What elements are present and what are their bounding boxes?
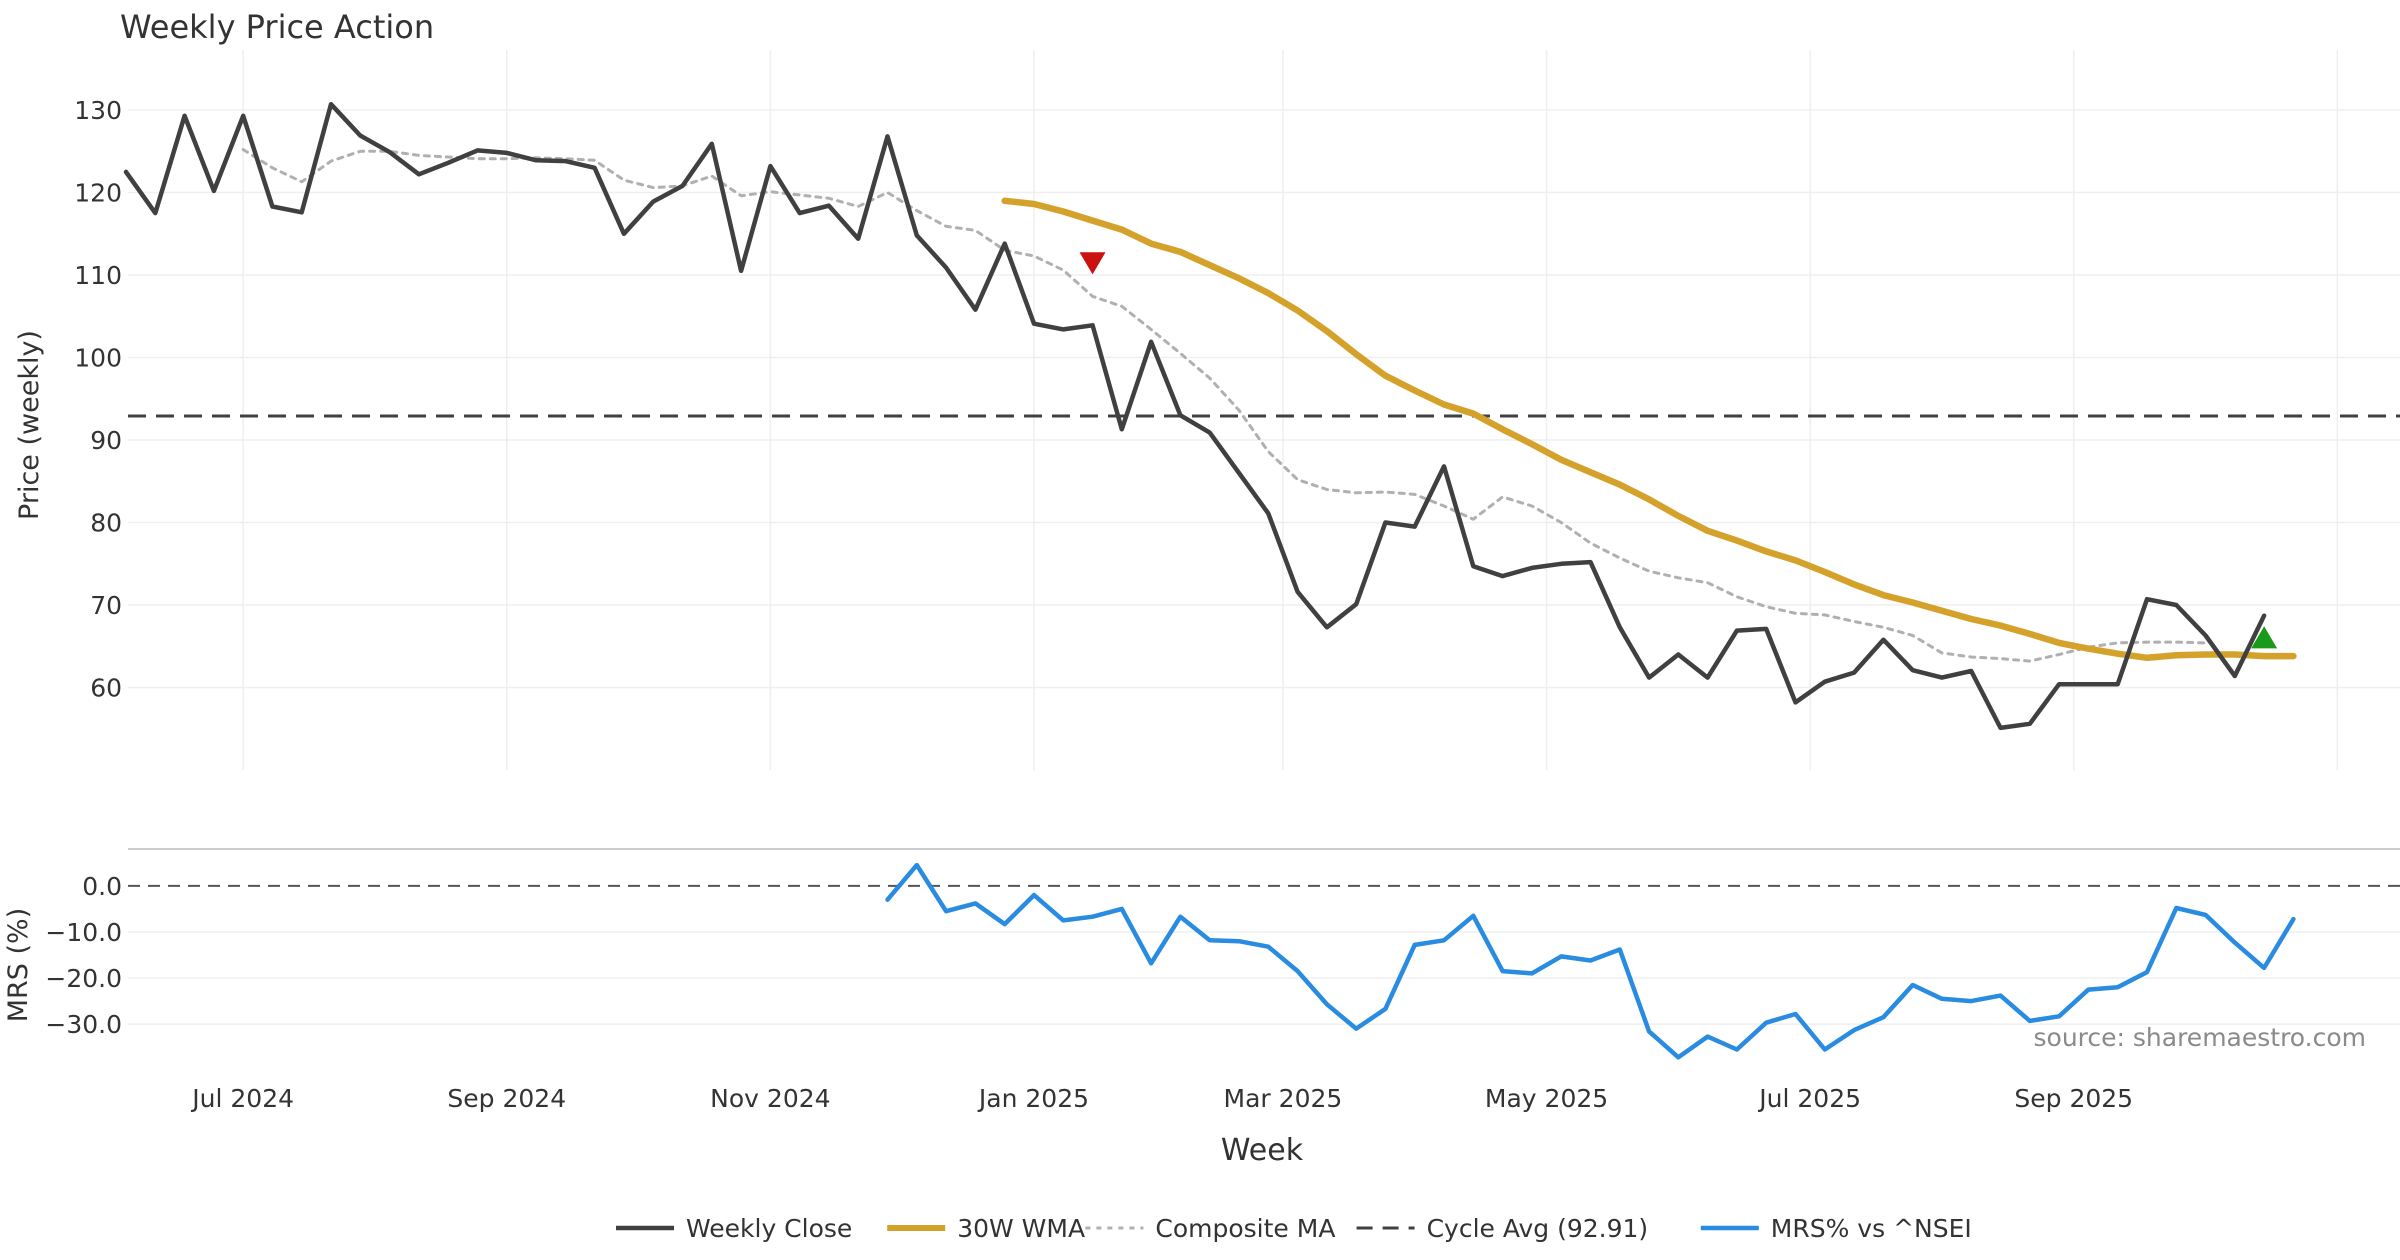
weekly-close-line (123, 101, 2267, 731)
price-y-tick-label: 110 (74, 261, 122, 290)
x-tick-label: Jul 2024 (190, 1084, 294, 1113)
price-y-axis-label: Price (weekly) (14, 330, 45, 520)
price-y-tick-label: 130 (74, 96, 122, 125)
price-y-tick-label: 70 (90, 591, 122, 620)
legend-label: Weekly Close (686, 1214, 852, 1243)
chart-title: Weekly Price Action (120, 8, 434, 46)
source-note: source: sharemaestro.com (2034, 1023, 2367, 1052)
legend-label: 30W WMA (957, 1214, 1085, 1243)
legend-label: Cycle Avg (92.91) (1427, 1214, 1649, 1243)
x-tick-label: Mar 2025 (1224, 1084, 1343, 1113)
price-y-tick-label: 90 (90, 426, 122, 455)
buy-signal-marker (2251, 626, 2278, 649)
legend: Weekly Close 30W WMA Composite MA Cycle Avg… (616, 1214, 1972, 1243)
mrs-y-tick-label: −30.0 (45, 1010, 122, 1039)
price-y-tick-label: 80 (90, 509, 122, 538)
x-tick-label: Sep 2024 (447, 1084, 566, 1113)
mrs-y-tick-label: −10.0 (45, 918, 122, 947)
mrs-y-ticks: 0.0 −10.0 −20.0 −30.0 (45, 872, 122, 1039)
x-tick-label: Jul 2025 (1757, 1084, 1861, 1113)
price-y-tick-label: 120 (74, 179, 122, 208)
x-ticks: Jul 2024 Sep 2024 Nov 2024 Jan 2025 Mar 2025… (190, 1084, 2133, 1113)
legend-label: Composite MA (1155, 1214, 1335, 1243)
price-y-tick-label: 60 (90, 674, 122, 703)
price-series (123, 101, 2400, 731)
composite-ma-line (241, 148, 2208, 663)
mrs-y-tick-label: −20.0 (45, 964, 122, 993)
price-y-tick-label: 100 (74, 344, 122, 373)
x-tick-label: Sep 2025 (2014, 1084, 2133, 1113)
x-tick-label: May 2025 (1485, 1084, 1608, 1113)
mrs-grid (128, 884, 2400, 1025)
mrs-line (885, 862, 2296, 1060)
wma-30w-line (1001, 197, 2297, 662)
x-tick-label: Jan 2025 (977, 1084, 1089, 1113)
x-axis-label: Week (1221, 1133, 1304, 1168)
x-tick-label: Nov 2024 (710, 1084, 830, 1113)
mrs-y-axis-label: MRS (%) (3, 908, 34, 1023)
mrs-y-tick-label: 0.0 (82, 872, 122, 901)
signal-markers (1079, 252, 2278, 649)
legend-label: MRS% vs ^NSEI (1771, 1214, 1972, 1243)
price-y-ticks: 130 120 110 100 90 80 70 60 (74, 96, 122, 703)
mrs-series (885, 862, 2296, 1060)
sell-signal-marker (1079, 252, 1106, 275)
